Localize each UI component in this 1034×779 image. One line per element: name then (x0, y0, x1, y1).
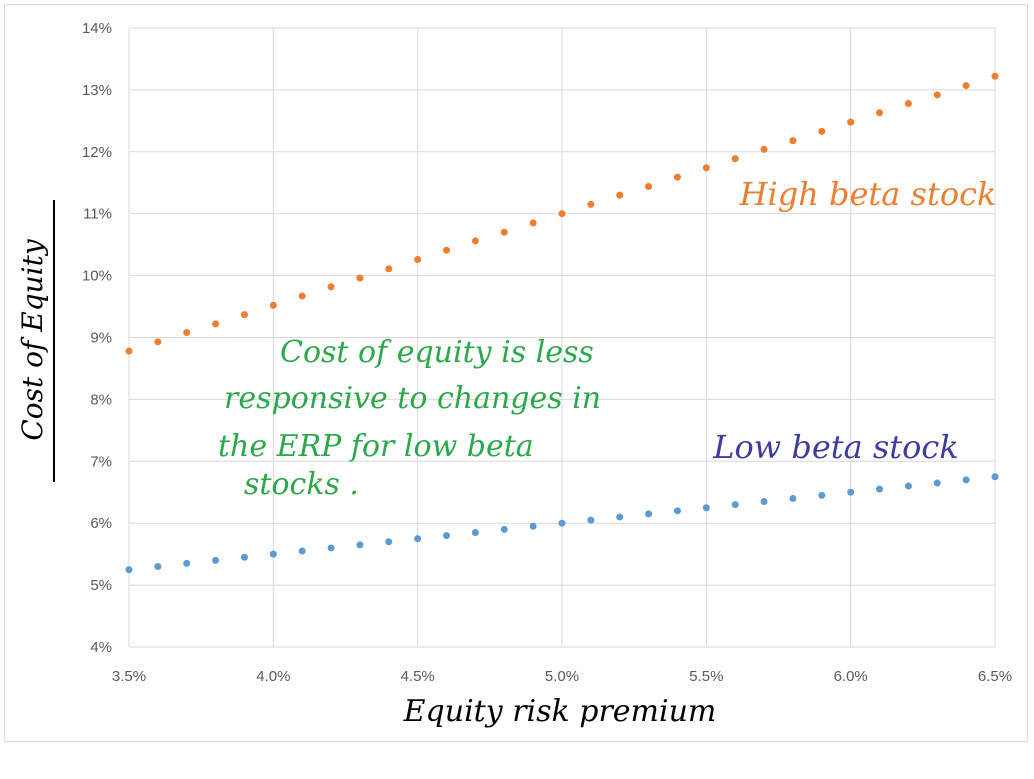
high-beta-point (125, 347, 133, 355)
low-beta-point (500, 525, 508, 533)
high-beta-point (414, 256, 422, 264)
y-tick-label: 8% (90, 391, 112, 408)
low-beta-annotation: Low beta stock (712, 428, 958, 466)
high-beta-point (269, 301, 277, 309)
y-tick-label: 11% (83, 206, 112, 223)
low-beta-point (298, 547, 306, 555)
note-line-4: stocks . (244, 467, 359, 502)
low-beta-point (904, 482, 912, 490)
low-beta-point (240, 553, 248, 561)
high-beta-point (645, 182, 653, 190)
note-line-2: responsive to changes in (224, 381, 601, 416)
low-beta-point (327, 544, 335, 552)
high-beta-point (183, 329, 191, 337)
y-tick-label: 10% (82, 268, 112, 285)
low-beta-point (789, 494, 797, 502)
low-beta-point (183, 559, 191, 567)
y-tick-label: 4% (90, 639, 112, 656)
y-tick-label: 7% (90, 453, 112, 470)
low-beta-point (529, 522, 537, 530)
x-tick-label: 6.0% (834, 668, 868, 685)
y-axis-label: Cost of Equity (16, 238, 49, 441)
low-beta-point (962, 476, 970, 484)
low-beta-point (443, 532, 451, 540)
low-beta-point (587, 516, 595, 524)
high-beta-point (558, 210, 566, 218)
low-beta-point (876, 485, 884, 493)
high-beta-point (327, 283, 335, 291)
y-tick-label: 12% (82, 144, 112, 161)
high-beta-point (818, 127, 826, 135)
low-beta-point (212, 556, 220, 564)
note-line-3: the ERP for low beta (218, 429, 534, 464)
high-beta-point (529, 219, 537, 227)
high-beta-point (847, 118, 855, 126)
low-beta-point (154, 563, 162, 571)
high-beta-point (240, 311, 248, 319)
low-beta-point (125, 566, 133, 574)
high-beta-point (789, 137, 797, 145)
data-points (125, 72, 999, 574)
y-tick-label: 5% (90, 577, 112, 594)
high-beta-point (731, 155, 739, 163)
high-beta-point (760, 145, 768, 153)
y-tick-label: 13% (82, 82, 112, 99)
high-beta-point (385, 265, 393, 273)
high-beta-point (154, 338, 162, 346)
x-axis-label: Equity risk premium (403, 694, 717, 729)
x-tick-label: 5.0% (545, 668, 579, 685)
low-beta-point (471, 528, 479, 536)
high-beta-point (673, 173, 681, 181)
x-tick-label: 4.0% (256, 668, 290, 685)
high-beta-point (904, 100, 912, 108)
low-beta-point (269, 550, 277, 558)
high-beta-point (702, 164, 710, 172)
x-tick-label: 5.5% (689, 668, 723, 685)
high-beta-point (500, 228, 508, 236)
low-beta-point (731, 501, 739, 509)
high-beta-point (876, 109, 884, 117)
low-beta-point (818, 491, 826, 499)
high-beta-point (443, 246, 451, 254)
x-tick-label: 6.5% (978, 668, 1012, 685)
high-beta-point (212, 320, 220, 328)
high-beta-point (298, 292, 306, 300)
y-tick-labels: 4% 5% 6% 7% 8% 9% 10% 11% 12% 13% 14% (82, 20, 112, 656)
x-tick-labels: 3.5% 4.0% 4.5% 5.0% 5.5% 6.0% 6.5% (112, 668, 1012, 685)
high-beta-point (356, 274, 364, 282)
low-beta-point (356, 541, 364, 549)
low-beta-point (760, 498, 768, 506)
low-beta-point (645, 510, 653, 518)
low-beta-point (414, 535, 422, 543)
low-beta-point (673, 507, 681, 515)
low-beta-point (385, 538, 393, 546)
y-tick-label: 9% (90, 330, 112, 347)
y-tick-label: 6% (90, 515, 112, 532)
chart-frame (4, 4, 1028, 742)
low-beta-point (616, 513, 624, 521)
high-beta-point (616, 191, 624, 199)
high-beta-point (471, 237, 479, 245)
note-line-1: Cost of equity is less (280, 335, 594, 370)
gridlines (128, 27, 996, 648)
low-beta-point (991, 473, 999, 481)
low-beta-point (702, 504, 710, 512)
high-beta-point (933, 91, 941, 99)
low-beta-point (933, 479, 941, 487)
high-beta-point (991, 72, 999, 80)
high-beta-point (962, 82, 970, 90)
x-tick-label: 3.5% (112, 668, 146, 685)
high-beta-point (587, 200, 595, 208)
low-beta-point (558, 519, 566, 527)
high-beta-annotation: High beta stock (739, 175, 997, 213)
x-tick-label: 4.5% (401, 668, 435, 685)
y-tick-label: 14% (82, 20, 112, 37)
low-beta-point (847, 488, 855, 496)
